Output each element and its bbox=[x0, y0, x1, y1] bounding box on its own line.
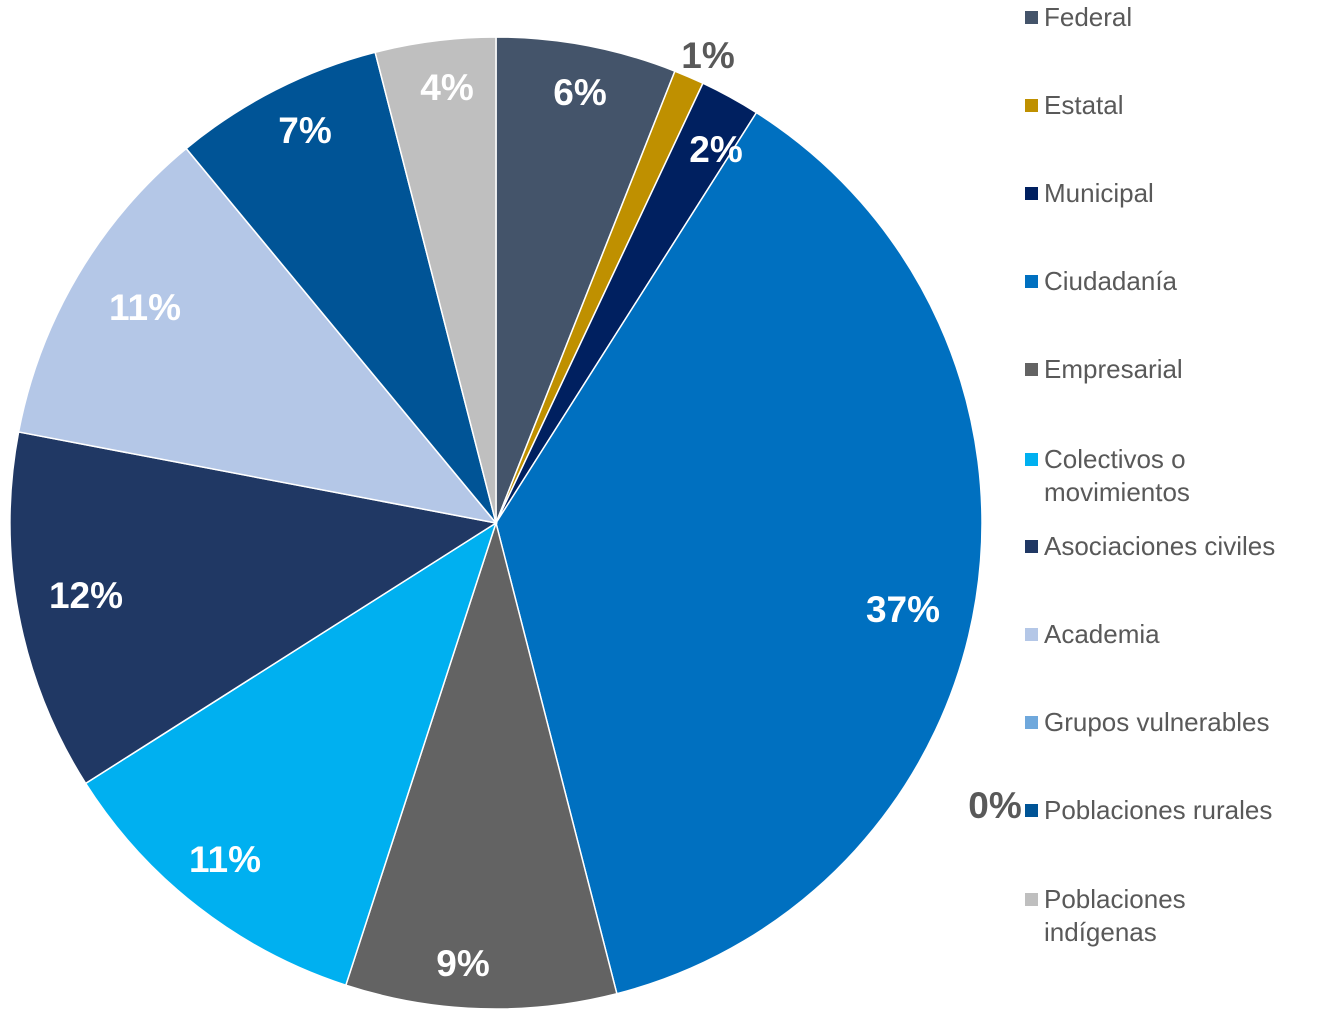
pie-slice bbox=[9, 431, 499, 785]
legend-label: Asociaciones civiles bbox=[1044, 531, 1276, 561]
data-label: 6% bbox=[553, 72, 606, 113]
legend-item: Colectivos o movimientos bbox=[1025, 443, 1295, 509]
legend-swatch bbox=[1025, 628, 1038, 641]
legend-swatch bbox=[1025, 363, 1038, 376]
legend-item: Asociaciones civiles bbox=[1025, 530, 1295, 563]
legend-swatch bbox=[1025, 275, 1038, 288]
data-label: 1% bbox=[681, 35, 734, 76]
pie-slice bbox=[84, 521, 498, 987]
legend-label: Empresarial bbox=[1044, 354, 1183, 384]
data-label: 7% bbox=[278, 110, 331, 151]
legend-label: Poblaciones indígenas bbox=[1044, 884, 1186, 947]
pie-slice bbox=[495, 111, 983, 995]
legend-item: Empresarial bbox=[1025, 353, 1295, 386]
legend-item: Poblaciones indígenas bbox=[1025, 883, 1295, 949]
data-label: 11% bbox=[189, 839, 261, 880]
legend-label: Colectivos o movimientos bbox=[1044, 444, 1190, 507]
legend-swatch bbox=[1025, 99, 1038, 112]
pie-slice bbox=[495, 36, 676, 524]
legend-swatch bbox=[1025, 540, 1038, 553]
data-label: 37% bbox=[866, 589, 940, 630]
legend-item: Academia bbox=[1025, 618, 1295, 651]
legend-item: Municipal bbox=[1025, 177, 1295, 210]
pie-slice bbox=[185, 51, 497, 524]
legend-label: Ciudadanía bbox=[1044, 266, 1177, 296]
pie-slice bbox=[374, 36, 497, 524]
legend-swatch bbox=[1025, 804, 1038, 817]
legend-label: Poblaciones rurales bbox=[1044, 795, 1273, 825]
data-label: 4% bbox=[420, 67, 473, 108]
data-label: 2% bbox=[689, 129, 742, 170]
legend-swatch bbox=[1025, 716, 1038, 729]
legend-label: Grupos vulnerables bbox=[1044, 707, 1270, 737]
legend-label: Estatal bbox=[1044, 90, 1124, 120]
legend-swatch bbox=[1025, 893, 1038, 906]
pie-slice bbox=[17, 147, 498, 525]
legend-swatch bbox=[1025, 187, 1038, 200]
legend-item: Estatal bbox=[1025, 89, 1295, 122]
data-label: 0% bbox=[968, 785, 1021, 826]
legend-label: Municipal bbox=[1044, 178, 1154, 208]
data-label: 12% bbox=[49, 575, 123, 616]
legend-swatch bbox=[1025, 453, 1038, 466]
data-label: 11% bbox=[109, 287, 181, 328]
legend-item: Ciudadanía bbox=[1025, 265, 1295, 298]
legend-swatch bbox=[1025, 11, 1038, 24]
legend-item: Grupos vulnerables bbox=[1025, 706, 1295, 739]
legend-label: Academia bbox=[1044, 619, 1160, 649]
pie-slice bbox=[344, 520, 618, 1010]
legend-item: Federal bbox=[1025, 1, 1295, 34]
legend-item: Poblaciones rurales bbox=[1025, 794, 1295, 827]
legend-label: Federal bbox=[1044, 2, 1133, 32]
data-label: 9% bbox=[436, 943, 489, 984]
